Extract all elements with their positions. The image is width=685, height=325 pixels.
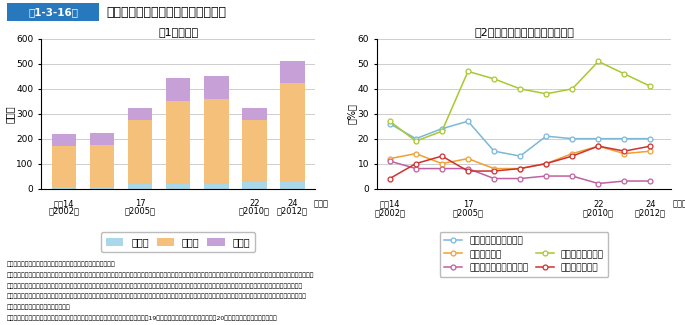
Bar bbox=[127, 184, 153, 188]
Text: 平成14: 平成14 bbox=[379, 200, 400, 209]
Bar bbox=[242, 108, 266, 121]
Text: は複数の特定人に対し、身体に対する物理的攻撃又は言語による脅し、いやがらせ、無視等の心理的圧迫を一方的に反復継続して加えることにより苦痛を与えること」に: は複数の特定人に対し、身体に対する物理的攻撃又は言語による脅し、いやがらせ、無視… bbox=[7, 283, 303, 289]
Bar bbox=[280, 83, 305, 182]
Y-axis label: （%）: （%） bbox=[346, 103, 356, 124]
Text: 24: 24 bbox=[287, 199, 297, 208]
Bar bbox=[90, 134, 114, 145]
Bar bbox=[204, 76, 229, 99]
Bar bbox=[90, 145, 114, 187]
Title: （1）学校別: （1）学校別 bbox=[158, 27, 198, 37]
Text: 24: 24 bbox=[645, 200, 656, 209]
Bar bbox=[166, 78, 190, 101]
Text: （2002）: （2002） bbox=[374, 208, 406, 217]
Title: （2）原因・動機別（主なもの）: （2）原因・動機別（主なもの） bbox=[474, 27, 574, 37]
Text: いじめに起因する事件の検挙・補導: いじめに起因する事件の検挙・補導 bbox=[106, 6, 226, 19]
Bar bbox=[90, 187, 114, 188]
Bar bbox=[204, 184, 229, 188]
Text: 22: 22 bbox=[249, 199, 260, 208]
Text: 17: 17 bbox=[462, 200, 473, 209]
Bar bbox=[51, 134, 76, 146]
Text: よる事件（暴走族等非行集団間における対立抗争に起因する事件を除く。）を「いじめによる事件」、また、その仕返しによる事件を「いじめの仕返しによる事件」とし、: よる事件（暴走族等非行集団間における対立抗争に起因する事件を除く。）を「いじめに… bbox=[7, 294, 307, 299]
Text: （2010）: （2010） bbox=[238, 206, 270, 215]
Bar bbox=[166, 184, 190, 188]
Text: （2012）: （2012） bbox=[635, 208, 666, 217]
Text: 22: 22 bbox=[593, 200, 603, 209]
Text: 第1-3-16図: 第1-3-16図 bbox=[28, 7, 78, 17]
Text: この両者を含めたものをいう。: この両者を含めたものをいう。 bbox=[7, 305, 71, 310]
Bar bbox=[280, 182, 305, 188]
Y-axis label: （人）: （人） bbox=[5, 105, 15, 123]
Legend: いい子ぶる・なまいき, よく嘘をつく, 仲間から離れようとする, , 力が弱い・無抵抗, 態度動作が鈍い: いい子ぶる・なまいき, よく嘘をつく, 仲間から離れようとする, , 力が弱い・… bbox=[440, 232, 608, 277]
Bar bbox=[51, 187, 76, 188]
Bar bbox=[242, 121, 266, 182]
Text: （2005）: （2005） bbox=[453, 208, 484, 217]
Text: （注）１　ここでいう「いじめに起因する事件」とは、都道府県警察で小学生、中学生、高校生の犯罪（触法行為を含む。）を検挙、補導した事件のうち、「単独又は複数で、単: （注）１ ここでいう「いじめに起因する事件」とは、都道府県警察で小学生、中学生、… bbox=[7, 272, 314, 278]
Bar bbox=[127, 121, 153, 184]
Bar bbox=[127, 108, 153, 121]
Bar bbox=[51, 146, 76, 187]
Text: （出典）警察庁「少年の補導及び保護の概況」「少年非行情勢」: （出典）警察庁「少年の補導及び保護の概況」「少年非行情勢」 bbox=[7, 262, 116, 267]
Text: 平成14: 平成14 bbox=[53, 199, 74, 208]
Text: （年）: （年） bbox=[313, 199, 328, 208]
Legend: 小学生, 中学生, 高校生: 小学生, 中学生, 高校生 bbox=[101, 232, 255, 252]
Bar bbox=[242, 182, 266, 188]
Bar bbox=[280, 61, 305, 83]
Bar bbox=[166, 101, 190, 184]
Text: （年）: （年） bbox=[673, 200, 685, 209]
Text: ２　原因・動機別は複数回答。いじめの仕返しによる事件の原因・動機は、平成19年まではすべて「その他」に、平成20年以降は各原因・動機に計上。: ２ 原因・動機別は複数回答。いじめの仕返しによる事件の原因・動機は、平成19年ま… bbox=[7, 315, 277, 321]
Text: 17: 17 bbox=[135, 199, 145, 208]
Text: （2012）: （2012） bbox=[277, 206, 308, 215]
Text: （2005）: （2005） bbox=[125, 206, 155, 215]
Text: （2010）: （2010） bbox=[583, 208, 614, 217]
Bar bbox=[204, 99, 229, 184]
Text: （2002）: （2002） bbox=[49, 206, 79, 215]
